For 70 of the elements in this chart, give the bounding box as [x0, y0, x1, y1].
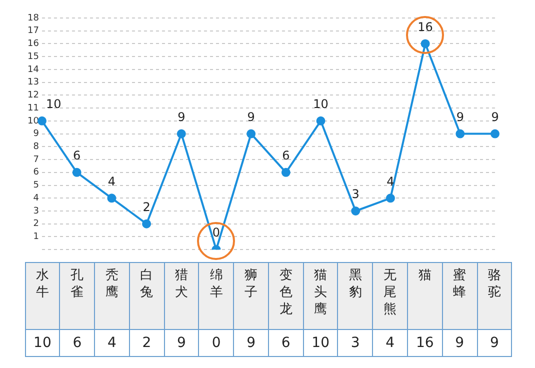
annotation: 4 [108, 174, 116, 188]
point [176, 129, 186, 138]
y-tick-label: 17 [28, 26, 39, 36]
x-tick-label: 秃鹰 [104, 267, 119, 301]
y-tick-label: 2 [33, 219, 39, 230]
annotation: 10 [46, 97, 62, 112]
y-tick-label: 7 [33, 154, 39, 165]
annotation: 16 [418, 20, 433, 34]
annotation: 3 [352, 187, 360, 202]
data-label: 2 [129, 330, 164, 356]
y-tick-label: 12 [28, 90, 39, 101]
y-tick-label: 14 [28, 64, 40, 75]
annotation: 10 [313, 97, 328, 112]
annotation: 9 [178, 110, 186, 124]
data-label: 3 [338, 330, 373, 356]
annotation: 9 [247, 110, 255, 124]
x-tick-label: 狮子 [244, 267, 258, 301]
x-tick-label: 水牛 [35, 267, 50, 301]
annotation: 6 [73, 148, 81, 163]
data-label: 6 [268, 330, 304, 356]
y-tick-label: 11 [28, 103, 39, 114]
data-label: 4 [94, 330, 130, 356]
data-label: 9 [442, 330, 478, 356]
x-tick-label: 猫 [418, 267, 432, 284]
data-label: 4 [372, 330, 408, 356]
y-tick-label: 4 [33, 193, 40, 204]
data-label: 9 [234, 330, 268, 356]
x-tick-label: 无尾熊 [383, 267, 398, 318]
y-tick-label: 6 [33, 168, 40, 178]
y-tick-label: 3 [33, 206, 39, 216]
data-label: 9 [164, 330, 199, 356]
y-tick-label: 8 [33, 142, 40, 152]
y-tick-label: 18 [28, 13, 40, 24]
y-tick-label: 1 [33, 232, 39, 242]
annotation: 9 [491, 110, 499, 124]
annotation: 6 [282, 148, 290, 163]
point [386, 194, 395, 203]
point [456, 129, 465, 138]
x-tick-label: 黑豹 [348, 267, 362, 301]
x-tick-label: 白兔 [140, 267, 154, 301]
y-tick-label: 13 [28, 78, 39, 88]
point [420, 39, 430, 48]
x-tick-label: 绵羊 [209, 267, 224, 301]
y-tick-label: 16 [28, 39, 40, 50]
x-tick-label: 变色龙 [278, 267, 293, 318]
annotation: 0 [212, 226, 220, 240]
annotation: 9 [456, 110, 464, 124]
data-label: 9 [477, 330, 512, 356]
point [72, 168, 82, 177]
data-label: 10 [303, 330, 338, 356]
point [316, 116, 326, 126]
point [351, 206, 360, 216]
x-tick-label: 蜜蜂 [452, 267, 467, 301]
y-tick-label: 5 [33, 180, 39, 191]
annotation: 2 [142, 200, 150, 214]
y-tick-label: 15 [28, 52, 39, 62]
x-tick-label: 猎犬 [174, 267, 188, 301]
point [142, 219, 152, 228]
point [107, 194, 116, 203]
x-tick-label: 孔雀 [70, 267, 84, 301]
point [281, 168, 290, 177]
point [38, 116, 46, 126]
x-tick-label: 猫头鹰 [314, 267, 328, 318]
x-tick-label: 骆驼 [487, 267, 502, 301]
data-label: 0 [198, 330, 234, 356]
point [490, 129, 500, 138]
data-label: 16 [407, 330, 442, 356]
point [246, 129, 256, 138]
y-tick-label: 9 [33, 129, 40, 140]
data-label: 6 [60, 330, 95, 356]
